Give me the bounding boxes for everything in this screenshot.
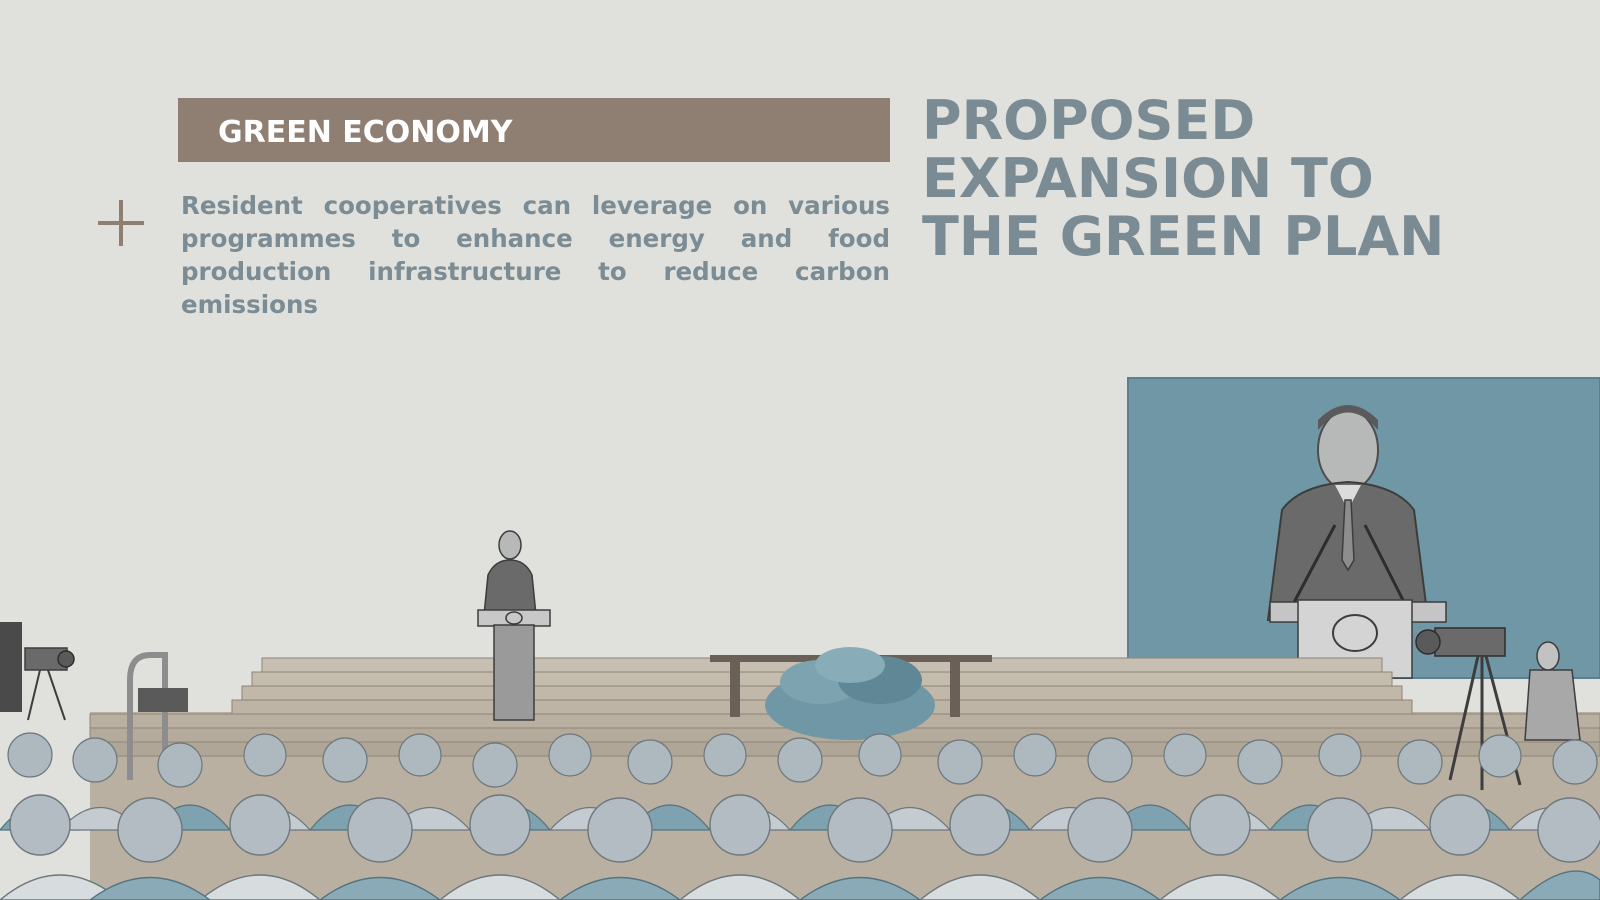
- section-header-band: GREEN ECONOMY: [178, 98, 890, 162]
- audience: [0, 732, 1600, 900]
- plant-decoration: [765, 647, 935, 740]
- camera-icon: [0, 622, 75, 721]
- headline: PROPOSED EXPANSION TO THE GREEN PLAN: [922, 92, 1562, 266]
- headline-line: THE GREEN PLAN: [922, 205, 1445, 268]
- video-screen-icon: [1127, 377, 1600, 679]
- podium-icon: [477, 530, 551, 721]
- plus-icon: [98, 200, 144, 246]
- event-illustration: [0, 377, 1600, 900]
- section-label: GREEN ECONOMY: [218, 115, 513, 150]
- body-text: Resident cooperatives can leverage on va…: [181, 191, 890, 319]
- headline-line: EXPANSION TO: [922, 147, 1374, 210]
- headline-line: PROPOSED: [922, 89, 1256, 152]
